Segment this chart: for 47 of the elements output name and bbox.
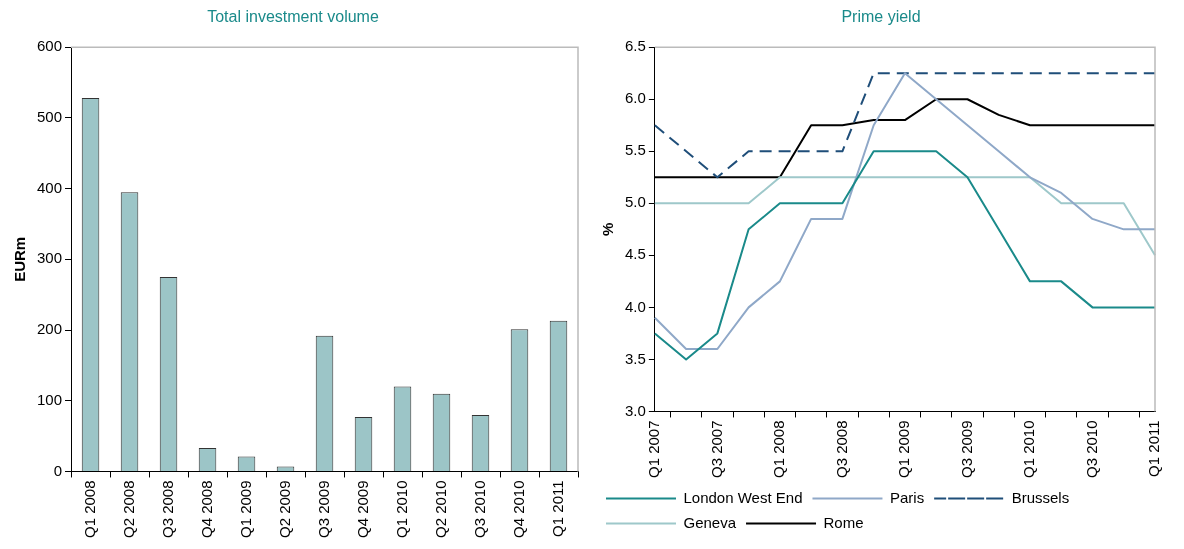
x-tick-label: Q4 2010 xyxy=(509,480,527,538)
x-tick-label: Q3 2008 xyxy=(158,480,176,538)
x-tick-label: Q3 2010 xyxy=(470,480,488,538)
y-tick-label: 4.5 xyxy=(624,245,646,263)
legend-label: Geneva xyxy=(683,513,737,531)
y-tick-label: 6.5 xyxy=(624,37,646,55)
x-tick-label: Q1 2010 xyxy=(392,480,410,538)
y-tick-label: 6.0 xyxy=(624,89,646,107)
x-tick-label: Q3 2010 xyxy=(1082,420,1100,478)
y-tick-label: 5.0 xyxy=(624,193,646,211)
legend-label: Paris xyxy=(889,488,925,506)
x-tick-label: Q1 2011 xyxy=(548,480,566,537)
x-tick-label: Q1 2008 xyxy=(770,420,788,478)
x-tick-label: Q1 2010 xyxy=(1020,420,1038,478)
y-tick-label: 500 xyxy=(37,108,63,126)
y-tick-label: 400 xyxy=(37,178,63,196)
x-tick-label: Q1 2008 xyxy=(80,480,98,538)
y-tick-label: 4.0 xyxy=(624,297,646,315)
x-tick-label: Q1 2009 xyxy=(236,480,254,538)
x-tick-label: Q1 2007 xyxy=(644,420,662,478)
x-tick-label: Q3 2009 xyxy=(957,420,975,478)
y-axis-title: EURm xyxy=(11,236,29,282)
y-tick-label: 600 xyxy=(37,37,63,55)
x-tick-label: Q2 2010 xyxy=(431,480,449,538)
x-tick-label: Q4 2009 xyxy=(353,480,371,538)
chart-title: Prime yield xyxy=(841,8,921,26)
y-tick-label: 3.5 xyxy=(624,349,646,367)
legend-label: Brussels xyxy=(1011,488,1070,506)
y-tick-label: 3.0 xyxy=(624,401,646,419)
x-tick-label: Q2 2009 xyxy=(275,480,293,538)
y-tick-label: 5.5 xyxy=(624,141,646,159)
x-tick-label: Q4 2008 xyxy=(197,480,215,538)
x-tick-label: Q3 2008 xyxy=(832,420,850,478)
y-tick-label: 0 xyxy=(53,461,63,479)
legend-label: Rome xyxy=(823,513,864,531)
y-axis-title: % xyxy=(599,222,617,236)
x-tick-label: Q1 2011 xyxy=(1145,420,1163,477)
y-tick-label: 100 xyxy=(37,390,63,408)
x-tick-label: Q2 2008 xyxy=(119,480,137,538)
x-tick-label: Q1 2009 xyxy=(895,420,913,478)
line-series xyxy=(653,72,1156,179)
x-tick-label: Q3 2009 xyxy=(314,480,332,538)
y-tick-label: 200 xyxy=(37,320,63,338)
legend-label: London West End xyxy=(683,488,803,506)
chart-title: Total investment volume xyxy=(207,8,379,26)
x-tick-label: Q3 2007 xyxy=(707,420,725,478)
y-tick-label: 300 xyxy=(37,249,63,267)
